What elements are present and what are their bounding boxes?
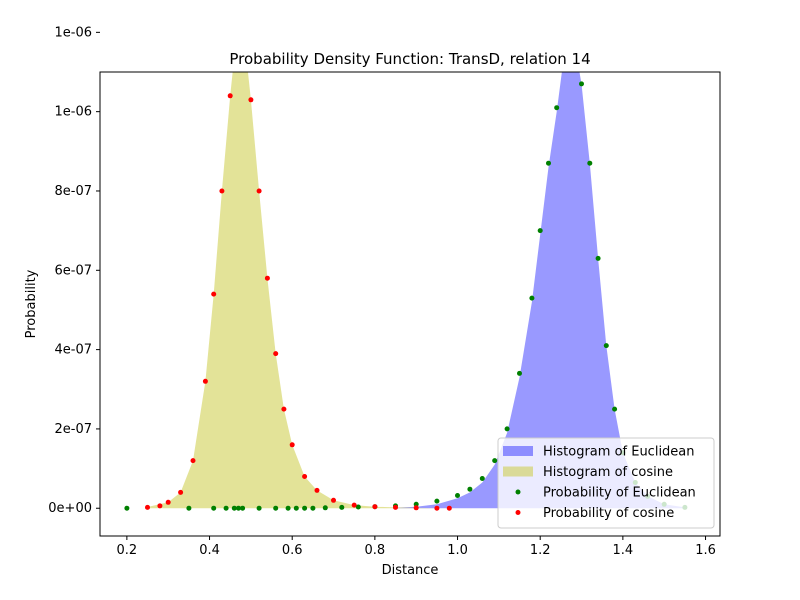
data-point-3-20 (314, 487, 320, 493)
x-tick-label-2: 0.6 (282, 543, 303, 558)
data-point-2-12 (310, 505, 316, 511)
data-point-2-36 (603, 343, 609, 349)
data-point-3-23 (372, 504, 378, 510)
y-tick-label-4: 8e-07 (54, 184, 92, 199)
y-axis-label: Probability (24, 269, 39, 338)
data-point-2-7 (256, 505, 262, 511)
data-point-2-25 (517, 370, 522, 376)
x-tick-label-4: 1.0 (447, 543, 468, 558)
data-point-2-34 (587, 160, 593, 166)
data-point-3-17 (281, 406, 287, 412)
legend-marker-2 (515, 489, 521, 495)
data-point-2-4 (231, 505, 237, 511)
legend-swatch-0 (503, 446, 533, 456)
data-point-2-2 (211, 505, 217, 511)
x-tick-label-7: 1.6 (695, 543, 716, 558)
legend: Histogram of Euclidean Histogram of cosin… (497, 437, 715, 529)
data-point-3-19 (302, 474, 308, 479)
histogram-area-0 (395, 72, 685, 509)
data-point-2-5 (236, 505, 241, 511)
data-point-2-6 (240, 505, 246, 511)
data-point-2-14 (339, 504, 345, 510)
data-point-2-11 (302, 505, 308, 511)
data-point-3-8 (227, 93, 233, 99)
data-point-3-6 (211, 291, 217, 297)
data-point-3-3 (178, 489, 184, 495)
data-point-2-29 (554, 105, 560, 111)
legend-box (497, 437, 715, 529)
data-point-3-5 (202, 378, 208, 384)
x-axis-ticks: 0.2 0.4 0.6 0.8 1.0 1.2 1.4 1.6 (117, 536, 716, 558)
data-point-2-1 (186, 505, 192, 511)
chart-title: Probability Density Function: TransD, re… (229, 50, 590, 68)
data-point-2-33 (579, 81, 584, 87)
data-point-2-10 (293, 505, 299, 511)
y-tick-label-3: 6e-07 (54, 263, 92, 278)
data-point-2-27 (537, 228, 543, 234)
legend-label-1: Histogram of cosine (543, 465, 673, 480)
legend-label-0: Histogram of Euclidean (543, 445, 695, 460)
data-point-2-20 (455, 493, 460, 498)
data-point-2-19 (434, 498, 440, 504)
x-tick-label-3: 0.8 (365, 543, 386, 558)
data-point-3-15 (264, 275, 270, 281)
legend-label-3: Probability of cosine (543, 506, 674, 521)
y-tick-label-1: 2e-07 (54, 422, 92, 437)
histogram-area-1 (147, 72, 437, 509)
x-axis-label: Distance (382, 563, 439, 578)
data-point-3-18 (289, 442, 295, 448)
data-point-3-25 (413, 505, 419, 511)
data-point-2-23 (492, 458, 498, 464)
data-point-2-13 (322, 505, 328, 511)
x-tick-label-0: 0.2 (117, 543, 138, 558)
data-point-3-13 (248, 97, 254, 103)
data-point-2-3 (223, 505, 229, 511)
plot-area-frame (99, 71, 721, 537)
data-point-2-21 (467, 486, 473, 492)
data-point-2-24 (504, 426, 510, 432)
data-point-2-35 (595, 255, 601, 261)
data-point-2-37 (612, 406, 618, 412)
data-point-3-2 (165, 499, 171, 505)
y-tick-label-5: 1e-06 (54, 105, 92, 120)
data-point-3-14 (256, 188, 262, 194)
data-point-2-18 (413, 501, 419, 507)
y-axis-ticks: 0e+00 2e-07 4e-07 6e-07 8e-07 1e-06 1e-06 (48, 25, 100, 516)
y-tick-label-6: 1e-06 (54, 25, 92, 40)
data-point-2-8 (273, 505, 279, 511)
legend-swatch-1 (503, 466, 533, 477)
data-point-3-1 (157, 503, 163, 509)
data-point-3-0 (145, 504, 150, 510)
data-point-3-22 (351, 502, 357, 508)
series-layer (124, 72, 688, 511)
data-point-2-0 (124, 505, 130, 511)
y-tick-label-2: 4e-07 (54, 343, 92, 358)
data-point-2-28 (546, 160, 551, 166)
data-point-2-9 (285, 505, 291, 511)
data-point-2-15 (355, 504, 361, 510)
data-point-2-26 (529, 295, 535, 301)
legend-label-2: Probability of Euclidean (543, 486, 696, 501)
data-point-3-24 (393, 504, 398, 510)
data-point-3-16 (273, 351, 279, 357)
data-point-3-27 (446, 505, 452, 511)
data-point-3-26 (434, 505, 440, 511)
y-tick-label-0: 0e+00 (48, 501, 92, 516)
x-tick-label-5: 1.2 (530, 543, 551, 558)
data-point-2-22 (479, 476, 485, 481)
data-point-3-7 (219, 188, 225, 194)
data-point-3-4 (190, 458, 196, 464)
x-tick-label-6: 1.4 (613, 543, 634, 558)
data-point-3-21 (331, 497, 336, 503)
legend-marker-3 (515, 510, 521, 515)
x-tick-label-1: 0.4 (199, 543, 220, 558)
